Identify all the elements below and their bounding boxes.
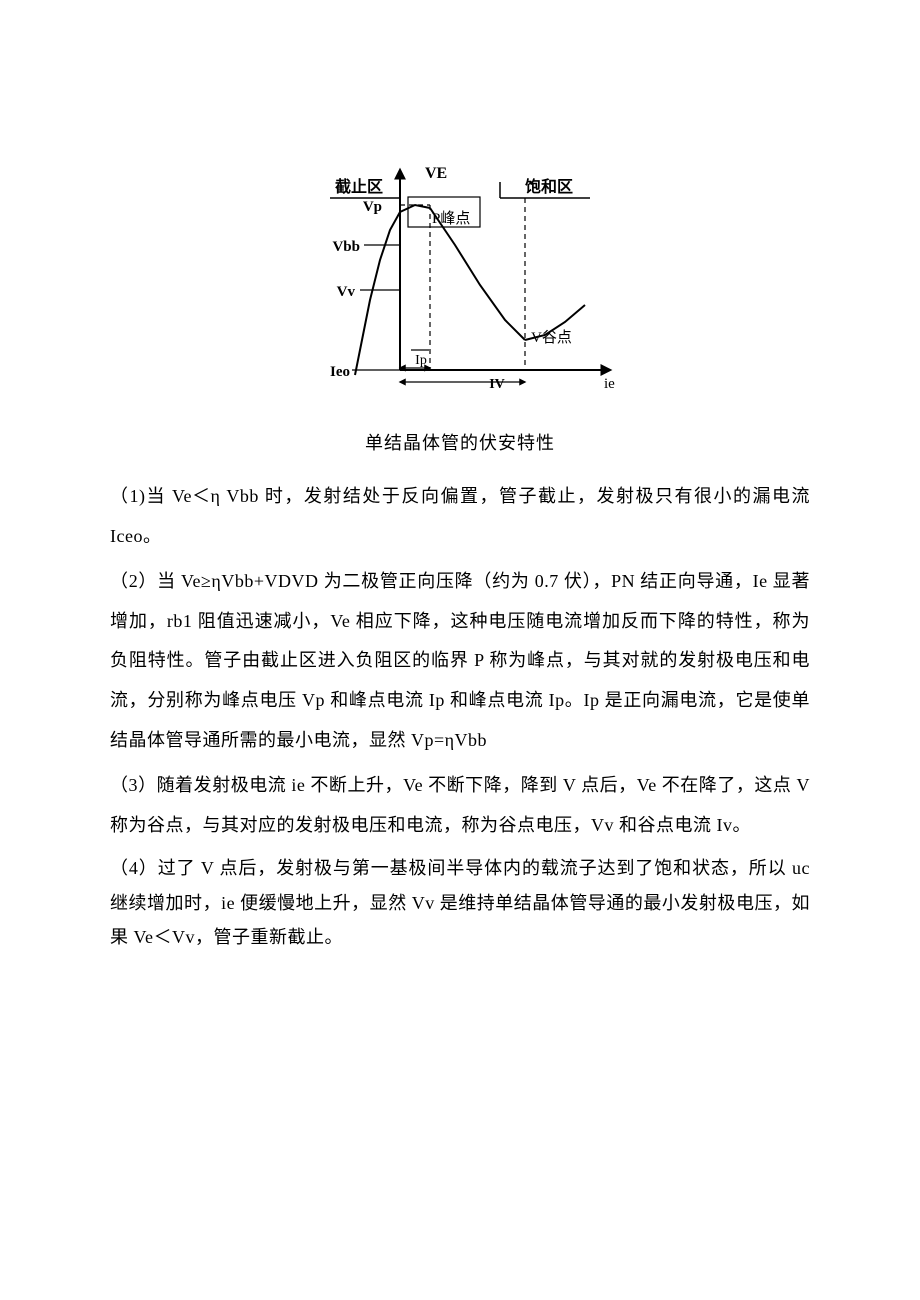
paragraph-3: （3）随着发射极电流 ie 不断上升，Ve 不断下降，降到 V 点后，Ve 不在… [110, 766, 810, 845]
paragraph-2: （2）当 Ve≥ηVbb+VDVD 为二极管正向压降（约为 0.7 伏），PN … [110, 562, 810, 760]
svg-text:ie: ie [604, 376, 615, 392]
svg-text:VE: VE [425, 165, 447, 182]
diagram-caption: 单结晶体管的伏安特性 [110, 429, 810, 455]
svg-text:Vbb: Vbb [332, 239, 360, 255]
svg-text:饱和区: 饱和区 [525, 177, 573, 196]
svg-text:截止区: 截止区 [335, 177, 383, 196]
svg-text:Ip: Ip [415, 353, 427, 368]
paragraph-4: （4）过了 V 点后，发射极与第一基极间半导体内的载流子达到了饱和状态，所以 u… [110, 851, 810, 954]
document-page: VEie截止区饱和区VpVbbVvIeoIpIVP峰点V谷点 单结晶体管的伏安特… [0, 0, 920, 1300]
svg-text:IV: IV [489, 377, 505, 392]
paragraph-1: （1)当 Ve＜η Vbb 时，发射结处于反向偏置，管子截止，发射极只有很小的漏… [110, 477, 810, 556]
diagram-container: VEie截止区饱和区VpVbbVvIeoIpIVP峰点V谷点 [110, 150, 810, 415]
svg-text:Vv: Vv [337, 284, 356, 300]
svg-text:Vp: Vp [363, 199, 382, 215]
svg-text:Ieo: Ieo [330, 364, 350, 380]
iv-characteristic-diagram: VEie截止区饱和区VpVbbVvIeoIpIVP峰点V谷点 [290, 150, 630, 415]
